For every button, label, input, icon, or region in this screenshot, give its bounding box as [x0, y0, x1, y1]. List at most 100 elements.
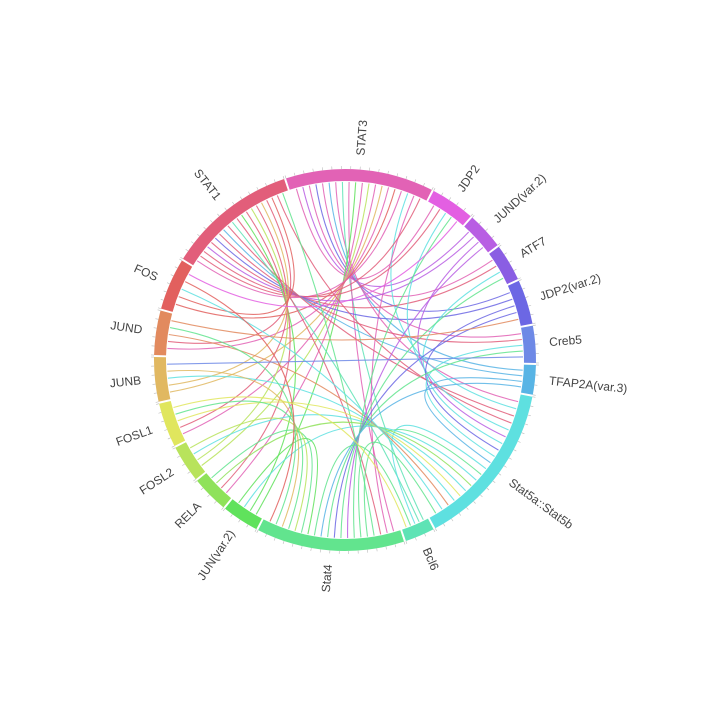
- segment-tick: [158, 307, 162, 309]
- chord-link-stat3-jund: [167, 187, 390, 350]
- chord-link-stat4-fos: [184, 281, 295, 522]
- segment-tick: [194, 480, 198, 483]
- segment-tick: [503, 465, 507, 468]
- segment-tick: [293, 172, 296, 176]
- chord-link-stat5a-stat5b-tfap2a-var-3: [424, 377, 522, 464]
- segment-tick: [238, 519, 241, 523]
- segment-tick: [197, 233, 200, 237]
- segment-tick: [214, 500, 217, 504]
- chord-link-stat5a-stat5b-jdp2: [406, 212, 509, 431]
- segment-tick: [254, 529, 257, 532]
- segment-arc-jund: [154, 310, 173, 356]
- segment-tick: [530, 313, 534, 316]
- chord-link-stat1-fos: [178, 197, 295, 315]
- chord-link-stat4-jun-var-2: [238, 438, 318, 535]
- segment-tick: [433, 188, 436, 191]
- segment-tick: [498, 244, 502, 248]
- segment-tick: [265, 182, 267, 186]
- chord-link-stat3-stat5a-stat5b: [335, 182, 519, 403]
- chord-link-stat5a-stat5b-fos: [181, 288, 443, 510]
- segment-arc-stat5a-stat5b: [429, 394, 533, 529]
- segment-label-bcl6: Bcl6: [420, 546, 442, 573]
- chord-link-stat5a-stat5b-rela: [216, 421, 472, 486]
- segment-tick: [224, 207, 227, 211]
- chord-arcs: [153, 168, 536, 551]
- chord-link-stat1-atf7: [211, 241, 497, 309]
- chord-link-stat3-junb: [169, 185, 383, 393]
- segment-arc-jdp2: [428, 190, 471, 226]
- segment-tick: [492, 480, 496, 484]
- segment-tick: [513, 449, 517, 452]
- chord-link-jdp2-fos: [188, 221, 458, 308]
- segment-label-tfap2a-var-3: TFAP2A(var.3): [548, 374, 628, 396]
- segment-tick: [180, 257, 184, 260]
- segment-arc-stat3: [285, 168, 432, 201]
- segment-tick: [203, 226, 207, 230]
- segment-tick: [513, 268, 517, 271]
- segment-tick: [167, 437, 171, 440]
- segment-tick: [525, 296, 529, 298]
- segment-tick: [532, 396, 536, 398]
- chord-link-stat4-bcl6: [313, 444, 412, 536]
- chord-link-stat3-rela: [225, 182, 363, 494]
- segment-tick: [160, 299, 164, 301]
- segment-arc-stat1: [182, 178, 288, 266]
- chord-link-stat3-creb5: [321, 183, 522, 338]
- segment-label-stat5a-stat5b: Stat5a::Stat5b: [506, 475, 576, 532]
- segment-tick: [164, 429, 168, 431]
- segment-tick: [433, 529, 436, 533]
- segment-tick: [155, 401, 159, 403]
- segment-label-jund-var-2: JUND(var.2): [491, 171, 549, 226]
- segment-tick: [193, 478, 196, 482]
- chord-link-stat5a-stat5b-jdp2-var-2: [425, 305, 515, 451]
- segment-arc-tfap2a-var-3: [521, 364, 536, 395]
- segment-tick: [200, 487, 204, 491]
- segment-tick: [256, 187, 259, 191]
- segment-tick: [458, 513, 462, 516]
- segment-label-fosl2: FOSL2: [137, 465, 177, 498]
- segment-tick: [478, 221, 482, 225]
- segment-label-jund: JUND: [110, 318, 144, 336]
- segment-tick: [256, 529, 259, 533]
- segment-label-jun-var-2: JUN(var.2): [194, 527, 237, 583]
- segment-tick: [230, 514, 233, 517]
- segment-tick: [435, 528, 437, 532]
- segment-tick: [156, 403, 160, 405]
- chord-link-stat4-creb5: [327, 350, 523, 538]
- segment-tick: [403, 541, 406, 545]
- segment-tick: [163, 290, 167, 293]
- segment-tick: [153, 327, 157, 329]
- segment-tick: [405, 540, 408, 544]
- chord-link-stat5a-stat5b-jun-var-2: [243, 425, 477, 508]
- segment-label-fosl1: FOSL1: [114, 423, 155, 449]
- chord-link-stat5a-stat5b-jund-var-2: [417, 241, 506, 438]
- segment-tick: [310, 547, 312, 552]
- segment-tick: [174, 266, 178, 269]
- segment-tick: [191, 241, 194, 244]
- segment-tick: [530, 405, 534, 407]
- segment-tick: [509, 260, 512, 263]
- segment-tick: [303, 170, 305, 174]
- segment-tick: [497, 243, 501, 246]
- chord-link-stat5a-stat5b-junb: [167, 375, 455, 501]
- segment-tick: [463, 207, 466, 211]
- segment-tick: [378, 168, 380, 173]
- segment-tick: [517, 440, 521, 443]
- chord-link-stat1-rela: [220, 211, 291, 489]
- chord-link-stat1-stat4: [236, 218, 382, 535]
- chord-ticks: [151, 166, 539, 554]
- chord-link-stat4-jund-var-2: [347, 247, 484, 539]
- segment-tick: [217, 213, 220, 217]
- segment-tick: [248, 191, 251, 195]
- segment-tick: [528, 304, 532, 307]
- chord-link-stat3-bcl6: [341, 181, 424, 521]
- chord-link-stat4-tfap2a-var-3: [320, 382, 522, 537]
- segment-label-stat3: STAT3: [353, 119, 370, 156]
- chord-link-stat3-stat4: [348, 181, 395, 532]
- chord-link-stat4-jund: [169, 327, 297, 525]
- chord-link-stat1-junb: [168, 202, 289, 386]
- chord-link-stat3-tfap2a-var-3: [328, 182, 523, 371]
- chord-link-stat3-jun-var-2: [255, 182, 357, 515]
- chord-link-stat1-jdp2-var-2: [214, 237, 513, 320]
